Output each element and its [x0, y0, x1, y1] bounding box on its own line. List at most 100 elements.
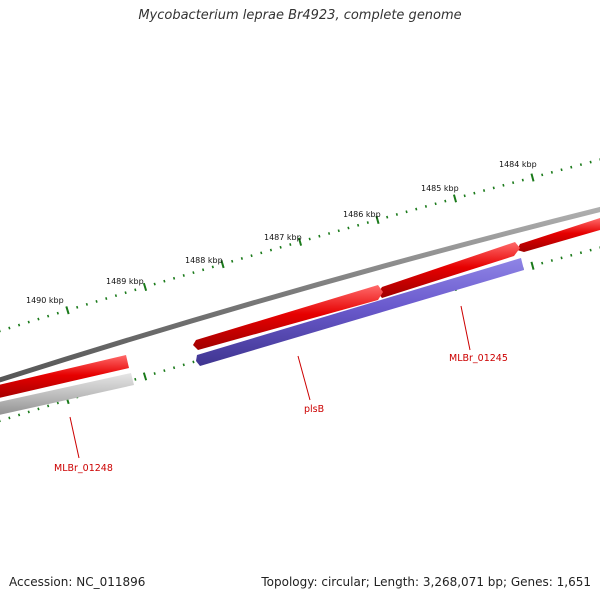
minor-tick: [463, 194, 466, 198]
minor-tick: [240, 257, 243, 260]
minor-tick: [269, 248, 273, 252]
minor-tick: [56, 311, 59, 315]
minor-tick: [395, 213, 398, 216]
minor-tick: [153, 372, 156, 375]
minor-tick: [357, 223, 360, 227]
minor-tick: [105, 297, 108, 300]
minor-tick: [512, 181, 515, 185]
minor-tick: [589, 248, 592, 252]
minor-tick: [192, 360, 195, 364]
accession-text: Accession: NC_011896: [9, 575, 146, 589]
major-tick: [65, 306, 70, 315]
minor-tick: [434, 202, 437, 206]
minor-tick: [114, 294, 118, 298]
minor-tick: [124, 291, 127, 295]
major-tick: [530, 173, 535, 182]
gene-label: MLBr_01245: [449, 353, 508, 364]
minor-tick: [550, 259, 553, 262]
minor-tick: [482, 189, 486, 192]
minor-tick: [153, 282, 156, 286]
kbp-label: 1488 kbp: [185, 256, 223, 265]
minor-tick: [76, 305, 79, 309]
minor-tick: [37, 407, 40, 411]
minor-tick: [182, 274, 185, 277]
minor-tick: [8, 326, 11, 330]
minor-tick: [260, 251, 263, 255]
minor-tick: [579, 163, 583, 167]
minor-tick: [192, 271, 195, 275]
map-title: Mycobacterium leprae Br4923, complete ge…: [138, 8, 462, 23]
minor-tick: [172, 276, 176, 280]
minor-tick: [386, 215, 389, 219]
minor-tick: [492, 186, 495, 190]
minor-tick: [182, 363, 185, 367]
minor-tick: [570, 165, 573, 169]
gene-feature[interactable]: [193, 285, 383, 350]
reverse-genes: [0, 258, 524, 417]
minor-tick: [250, 254, 253, 258]
gene-feature[interactable]: [378, 242, 520, 298]
minor-tick: [211, 265, 214, 269]
major-tick: [142, 282, 148, 292]
kbp-label: 1484 kbp: [499, 160, 537, 169]
kbp-label: 1489 kbp: [106, 277, 144, 286]
minor-tick: [27, 410, 30, 414]
minor-tick: [172, 366, 176, 370]
major-tick: [452, 194, 458, 203]
minor-tick: [424, 204, 428, 208]
genome-summary-text: Topology: circular; Length: 3,268,071 bp…: [261, 575, 591, 589]
minor-tick: [347, 226, 350, 230]
major-tick: [142, 372, 148, 381]
minor-tick: [56, 401, 59, 405]
minor-tick: [163, 369, 166, 373]
minor-tick: [415, 207, 418, 211]
minor-tick: [46, 404, 50, 408]
minor-tick: [8, 416, 11, 420]
minor-tick: [85, 302, 89, 306]
minor-tick: [289, 243, 292, 246]
minor-tick: [46, 314, 50, 318]
minor-tick: [318, 234, 321, 238]
minor-tick: [589, 160, 592, 164]
minor-tick: [560, 256, 563, 260]
minor-tick: [308, 237, 311, 241]
gene-leaders: [69, 305, 471, 459]
minor-tick: [163, 279, 166, 283]
major-tick: [297, 237, 303, 246]
minor-tick: [541, 173, 544, 177]
minor-tick: [17, 413, 21, 417]
minor-tick: [202, 268, 205, 272]
minor-tick: [444, 199, 447, 203]
minor-tick: [541, 261, 544, 265]
kbp-label: 1487 kbp: [264, 233, 302, 242]
major-tick: [375, 215, 380, 224]
major-tick: [220, 259, 225, 269]
minor-tick: [279, 245, 282, 249]
minor-tick: [337, 229, 340, 233]
gene-feature[interactable]: [0, 355, 129, 400]
minor-tick: [579, 251, 583, 255]
minor-tick: [95, 300, 98, 303]
minor-tick: [327, 232, 331, 235]
minor-tick: [560, 168, 563, 172]
gene-feature[interactable]: [517, 218, 600, 252]
minor-tick: [37, 317, 40, 321]
minor-tick: [550, 170, 553, 174]
minor-tick: [521, 178, 524, 182]
minor-tick: [231, 259, 234, 263]
kbp-label: 1490 kbp: [26, 296, 64, 305]
kbp-label: 1485 kbp: [421, 184, 459, 193]
gene-label: MLBr_01248: [54, 463, 113, 474]
forward-genes: [0, 218, 600, 400]
gene-feature-plsB[interactable]: [196, 258, 524, 366]
outer-tick-ring: [0, 158, 600, 333]
minor-tick: [134, 377, 137, 381]
gene-label: plsB: [304, 404, 324, 415]
kbp-label: 1486 kbp: [343, 210, 381, 219]
gene-feature-MLBr_01248[interactable]: [0, 373, 134, 417]
minor-tick: [134, 288, 137, 292]
minor-tick: [366, 221, 369, 224]
minor-tick: [570, 253, 573, 257]
